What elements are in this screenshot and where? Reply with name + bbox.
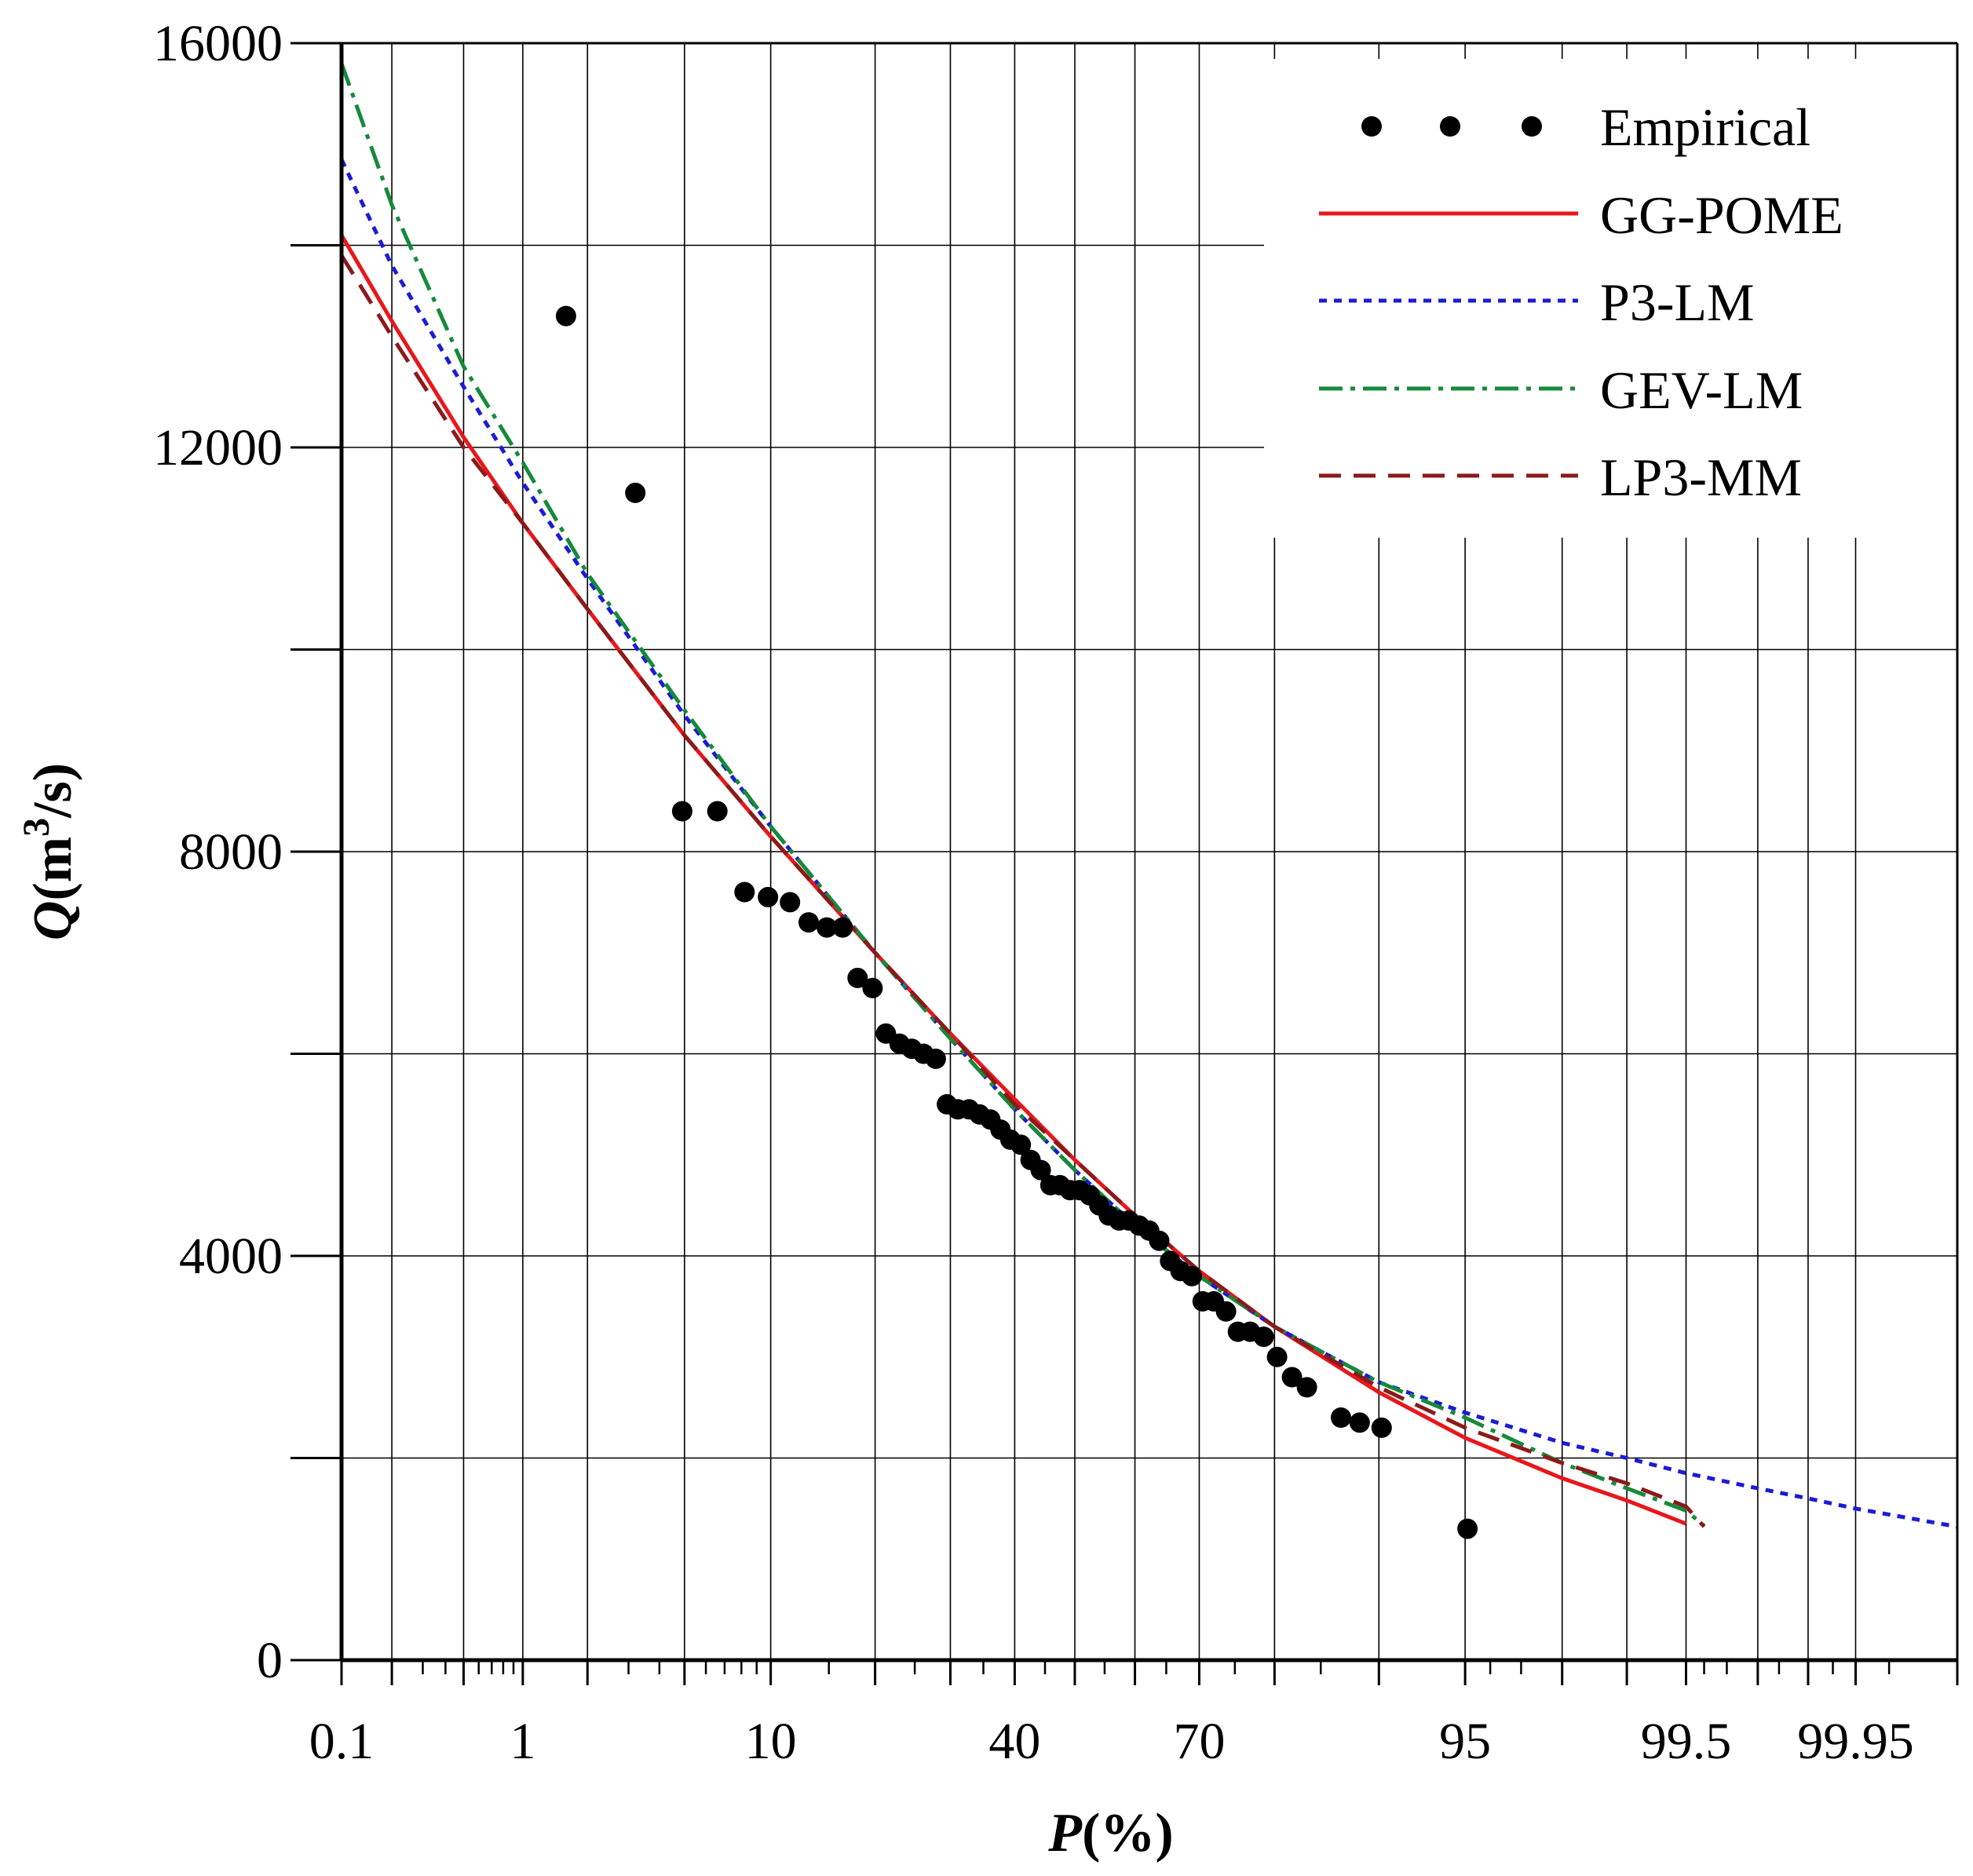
empirical-points <box>555 305 1478 1539</box>
legend-label-empirical: Empirical <box>1600 97 1810 157</box>
legend-label-lp3-mm: LP3-MM <box>1600 447 1802 507</box>
x-tick-label-99-5: 99.5 <box>1641 1713 1732 1770</box>
y-axis-title: Q(m3/s) <box>16 763 83 940</box>
legend-label-p3-lm: P3-LM <box>1600 272 1754 332</box>
y-tick-label-8000: 8000 <box>179 823 283 881</box>
axes <box>290 42 1959 1685</box>
y-tick-label-12000: 12000 <box>153 419 283 476</box>
empirical-point-53 <box>1371 1417 1392 1438</box>
empirical-point-48 <box>1266 1346 1288 1367</box>
legend: Empirical GG-POME P3-LM GEV-LM LP3-MM <box>1264 59 1957 538</box>
x-axis-title: P(%) <box>1047 1803 1173 1863</box>
empirical-point-47 <box>1253 1327 1274 1347</box>
x-tick-label-10: 10 <box>745 1713 797 1770</box>
empirical-point-41 <box>1182 1265 1202 1287</box>
x-tick-label-95: 95 <box>1439 1713 1491 1770</box>
empirical-point-24 <box>1010 1134 1032 1155</box>
y-tick-label-16000: 16000 <box>153 15 283 72</box>
x-tick-label-99-95: 99.95 <box>1797 1713 1914 1770</box>
empirical-point-52 <box>1349 1412 1370 1433</box>
empirical-point-54 <box>1457 1518 1478 1539</box>
empirical-point-7 <box>798 912 819 933</box>
series-line-lp3-mm <box>339 254 1706 1528</box>
legend-box <box>1264 59 1957 538</box>
empirical-point-1 <box>625 482 646 503</box>
y-tick-label-4000: 4000 <box>179 1228 283 1285</box>
empirical-point-50 <box>1296 1377 1317 1398</box>
empirical-point-16 <box>925 1048 946 1069</box>
empirical-point-8 <box>817 917 838 938</box>
empirical-point-9 <box>832 917 853 938</box>
legend-point-2 <box>1522 116 1542 137</box>
empirical-point-4 <box>734 881 755 903</box>
empirical-point-5 <box>758 886 779 907</box>
legend-label-gg-pome: GG-POME <box>1600 185 1843 245</box>
grid-lines <box>342 43 1958 1660</box>
empirical-point-49 <box>1281 1367 1303 1388</box>
empirical-point-6 <box>780 892 801 913</box>
empirical-point-26 <box>1030 1159 1051 1181</box>
empirical-point-38 <box>1149 1230 1170 1251</box>
series-line-p3-lm <box>339 159 1958 1529</box>
series-lines <box>339 62 1958 1529</box>
empirical-point-51 <box>1331 1407 1351 1428</box>
x-tick-label-0-1: 0.1 <box>309 1713 375 1770</box>
empirical-point-2 <box>671 801 692 822</box>
legend-label-gev-lm: GEV-LM <box>1600 360 1803 420</box>
y-tick-label-0: 0 <box>257 1632 283 1689</box>
empirical-point-44 <box>1215 1301 1237 1322</box>
legend-point-0 <box>1361 116 1382 137</box>
x-tick-label-40: 40 <box>988 1713 1040 1770</box>
x-tick-label-70: 70 <box>1173 1713 1225 1770</box>
empirical-point-0 <box>555 305 576 327</box>
x-tick-label-1: 1 <box>510 1713 535 1770</box>
empirical-point-3 <box>707 801 728 822</box>
legend-point-1 <box>1440 116 1460 137</box>
tick-labels: 0 4000 8000 12000 16000 0.1 1 10 40 70 95 99.5 99.95 <box>153 15 1914 1770</box>
empirical-point-10 <box>847 967 868 988</box>
empirical-point-11 <box>862 977 883 998</box>
